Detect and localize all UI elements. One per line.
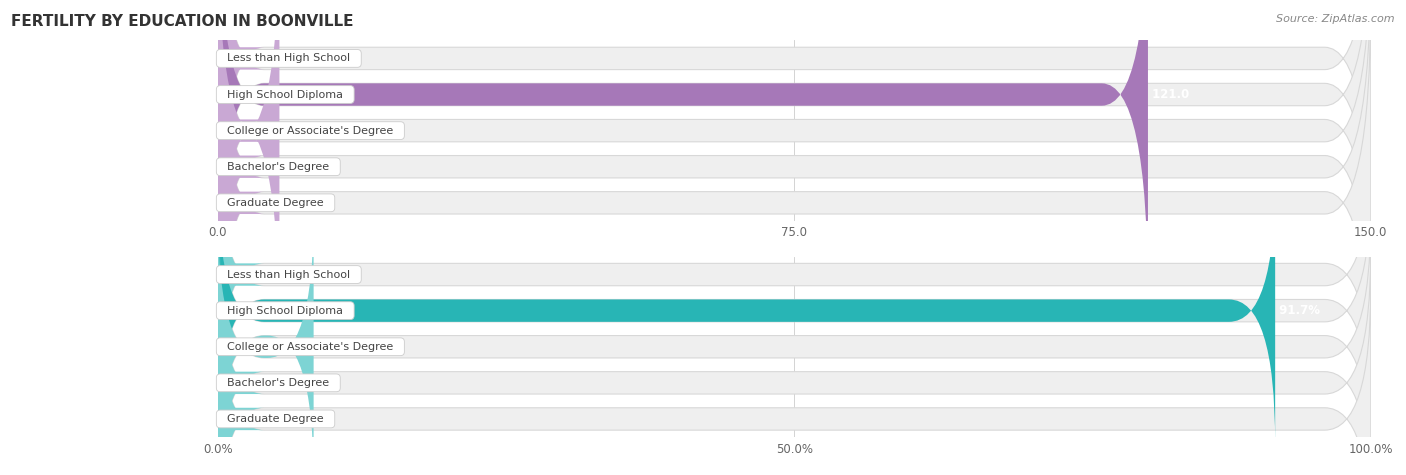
FancyBboxPatch shape (174, 0, 264, 372)
Text: 8.0: 8.0 (291, 124, 309, 137)
Text: 0.0: 0.0 (235, 196, 253, 209)
FancyBboxPatch shape (218, 0, 1371, 408)
Text: 0.0: 0.0 (235, 160, 253, 173)
Text: Source: ZipAtlas.com: Source: ZipAtlas.com (1277, 14, 1395, 24)
FancyBboxPatch shape (218, 250, 1371, 475)
Text: 91.7%: 91.7% (1275, 304, 1320, 317)
FancyBboxPatch shape (218, 0, 280, 336)
FancyBboxPatch shape (218, 286, 1371, 475)
FancyBboxPatch shape (218, 142, 1371, 408)
FancyBboxPatch shape (174, 286, 264, 475)
FancyBboxPatch shape (174, 0, 264, 264)
FancyBboxPatch shape (218, 0, 1371, 336)
Text: College or Associate's Degree: College or Associate's Degree (221, 342, 401, 352)
FancyBboxPatch shape (174, 142, 264, 408)
FancyBboxPatch shape (174, 0, 264, 408)
Text: 0.0%: 0.0% (235, 268, 264, 281)
FancyBboxPatch shape (218, 0, 1147, 300)
Text: FERTILITY BY EDUCATION IN BOONVILLE: FERTILITY BY EDUCATION IN BOONVILLE (11, 14, 354, 29)
FancyBboxPatch shape (218, 178, 1275, 444)
Text: Bachelor's Degree: Bachelor's Degree (221, 162, 336, 172)
Text: 0.0: 0.0 (235, 52, 253, 65)
FancyBboxPatch shape (174, 250, 264, 475)
Text: 0.0%: 0.0% (235, 412, 264, 426)
Text: 8.3%: 8.3% (325, 340, 354, 353)
FancyBboxPatch shape (218, 214, 314, 475)
Text: College or Associate's Degree: College or Associate's Degree (221, 125, 401, 136)
FancyBboxPatch shape (218, 0, 1371, 264)
Text: 0.0%: 0.0% (235, 376, 264, 390)
FancyBboxPatch shape (218, 0, 1371, 300)
Text: Bachelor's Degree: Bachelor's Degree (221, 378, 336, 388)
Text: 121.0: 121.0 (1147, 88, 1189, 101)
FancyBboxPatch shape (218, 0, 1371, 372)
Text: High School Diploma: High School Diploma (221, 89, 350, 100)
FancyBboxPatch shape (218, 178, 1371, 444)
Text: Less than High School: Less than High School (221, 269, 357, 280)
Text: Graduate Degree: Graduate Degree (221, 198, 330, 208)
Text: High School Diploma: High School Diploma (221, 305, 350, 316)
FancyBboxPatch shape (218, 214, 1371, 475)
Text: Less than High School: Less than High School (221, 53, 357, 64)
Text: Graduate Degree: Graduate Degree (221, 414, 330, 424)
